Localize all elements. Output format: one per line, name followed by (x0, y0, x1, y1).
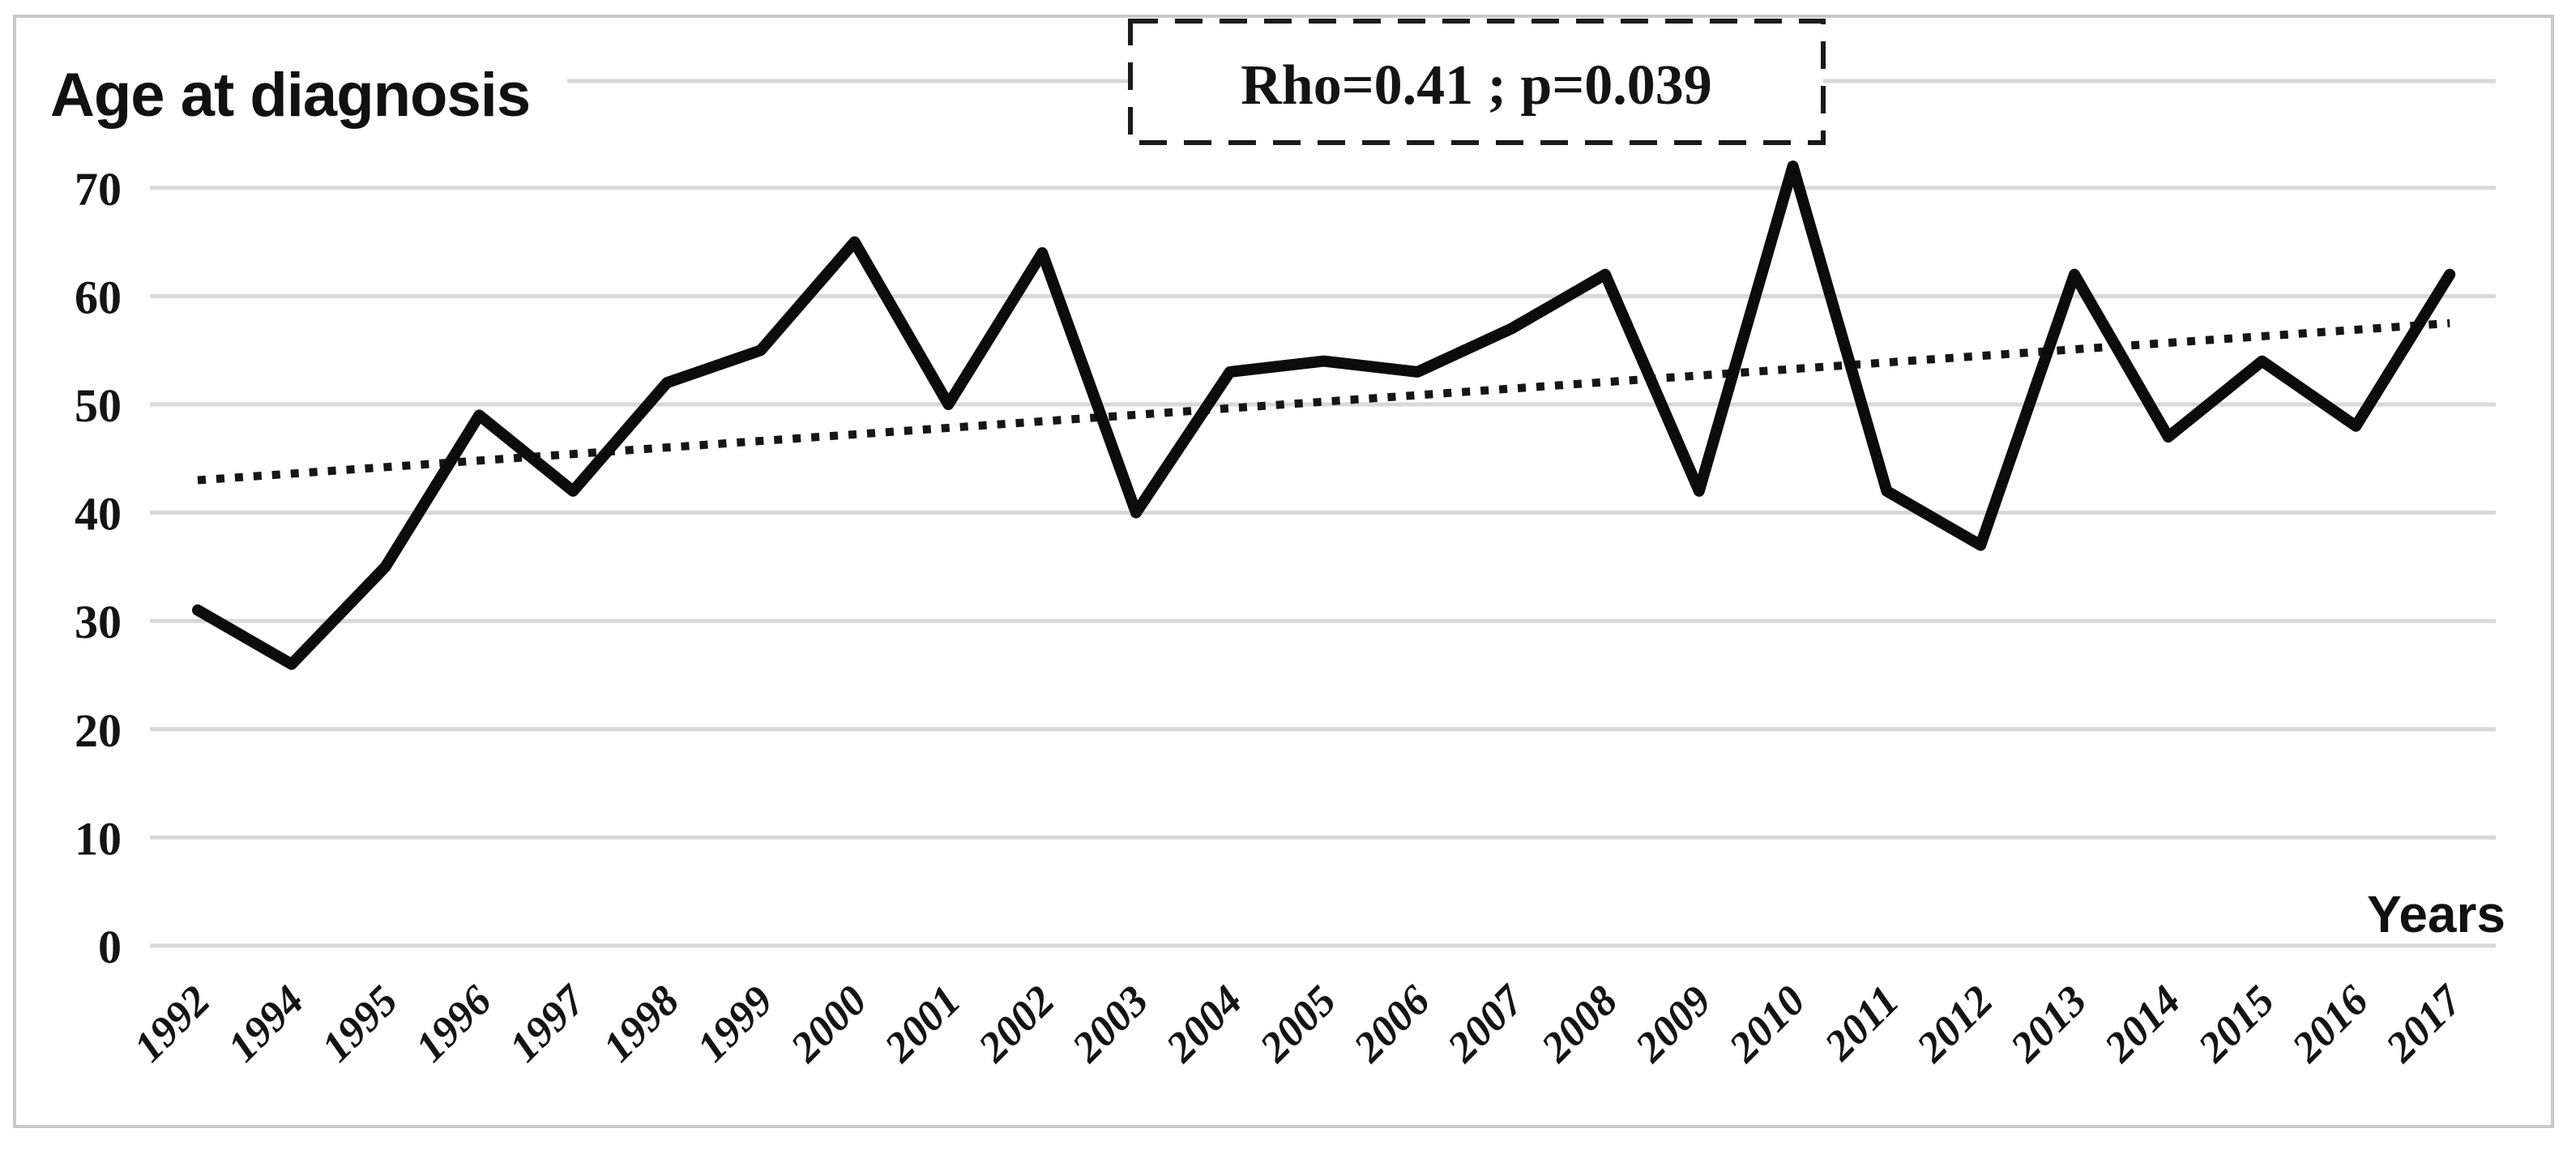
series-line-age-at-diagnosis (192, 160, 2456, 670)
chart-outer-border (13, 15, 2554, 1128)
y-tick-label-10: 10 (75, 812, 122, 865)
y-tick-label-0: 0 (98, 921, 122, 973)
y-axis-tick-labels: 0 10 20 30 40 50 60 70 (75, 163, 122, 973)
trend-line (197, 318, 2450, 485)
y-tick-label-20: 20 (75, 704, 122, 757)
y-tick-label-30: 30 (75, 596, 122, 648)
y-tick-label-70: 70 (75, 163, 122, 216)
chart-title: Age at diagnosis (50, 61, 530, 130)
y-tick-label-60: 60 (75, 271, 122, 323)
annotation-box (1128, 19, 1826, 145)
x-axis-label: Years (2367, 885, 2506, 943)
y-tick-label-40: 40 (75, 488, 122, 541)
y-tick-label-50: 50 (75, 379, 122, 432)
annotation-text: Rho=0.41 ; p=0.039 (1241, 54, 1712, 117)
